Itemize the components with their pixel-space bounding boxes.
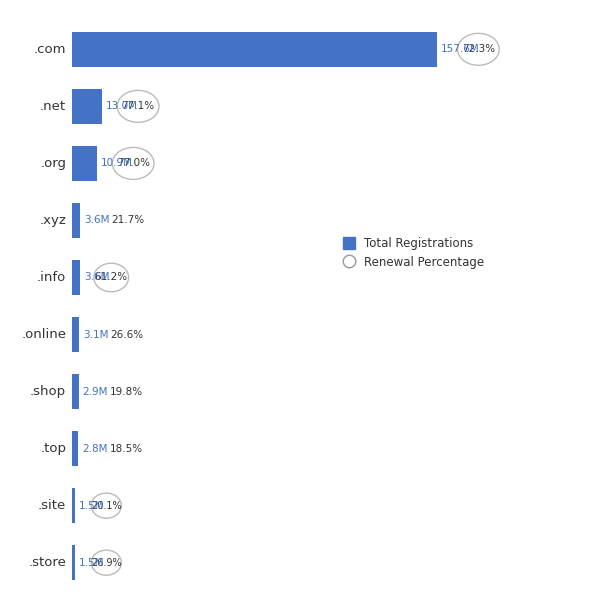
Bar [72,488,76,523]
Text: .net: .net [40,100,66,113]
Text: 19.8%: 19.8% [110,387,143,397]
Text: 26.9%: 26.9% [91,558,122,568]
Bar [72,374,79,409]
Text: 72.3%: 72.3% [462,44,495,54]
Text: 3.6M: 3.6M [84,272,109,283]
Text: .org: .org [40,157,66,170]
Ellipse shape [91,493,121,518]
Bar [72,545,76,580]
Text: .online: .online [21,328,66,341]
Ellipse shape [94,263,128,292]
Text: 1.5M: 1.5M [79,558,104,568]
Bar [72,317,79,352]
Text: 77.1%: 77.1% [122,102,155,111]
Text: 26.6%: 26.6% [110,329,143,340]
Text: 157.6M: 157.6M [441,44,479,54]
Text: 77.0%: 77.0% [116,159,150,168]
Legend: Total Registrations, Renewal Percentage: Total Registrations, Renewal Percentage [343,237,484,269]
Text: 1.5M: 1.5M [79,501,104,510]
Text: .info: .info [37,271,66,284]
Text: .top: .top [40,442,66,455]
Bar [72,203,80,238]
Text: 18.5%: 18.5% [109,444,142,453]
Ellipse shape [458,33,499,65]
Bar [72,146,97,181]
Text: 10.9M: 10.9M [101,159,133,168]
Text: 2.8M: 2.8M [82,444,107,453]
Text: 61.2%: 61.2% [95,272,128,283]
Ellipse shape [112,147,154,179]
Ellipse shape [91,550,121,575]
Text: .site: .site [38,499,66,512]
Text: 21.7%: 21.7% [111,215,145,225]
Ellipse shape [117,91,159,122]
Text: .store: .store [28,556,66,569]
Text: 3.6M: 3.6M [84,215,109,225]
Bar [72,89,102,124]
Text: 13.0M: 13.0M [106,102,137,111]
Bar [72,260,80,295]
Text: .shop: .shop [30,385,66,398]
Bar [72,431,79,466]
Text: .com: .com [34,43,66,56]
Bar [72,32,437,67]
Text: 3.1M: 3.1M [83,329,108,340]
Text: .xyz: .xyz [40,214,66,227]
Text: 20.1%: 20.1% [91,501,122,510]
Text: 2.9M: 2.9M [82,387,108,397]
